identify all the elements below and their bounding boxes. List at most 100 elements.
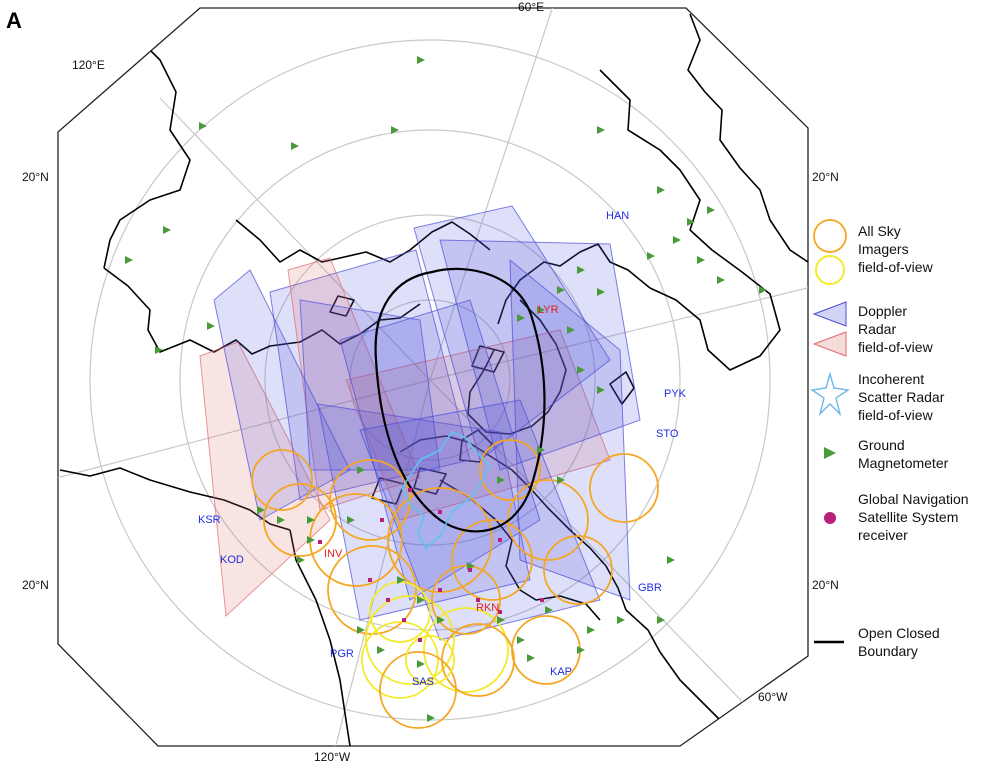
radar-fov-3	[199, 341, 331, 618]
boundary-legend-icon	[814, 640, 844, 644]
asi-fov-10	[451, 519, 533, 601]
gnss-layer	[318, 488, 544, 642]
map-frame	[57, 7, 809, 747]
magnetometer-marker-33	[297, 556, 305, 564]
gnss-marker-14	[498, 610, 502, 614]
legend-item-asi: All Sky Imagers field-of-view	[810, 214, 982, 286]
gnss-marker-7	[476, 598, 480, 602]
magnetometer-marker-45	[577, 646, 585, 654]
magnetometer-marker-29	[357, 466, 365, 474]
magnetometer-marker-12	[707, 206, 715, 214]
magnetometer-marker-11	[687, 218, 695, 226]
open-closed-boundary	[374, 267, 546, 533]
site-ksr: KSR	[198, 514, 221, 526]
radar-fov-12	[299, 299, 441, 471]
coord-upper-left: 120°E	[72, 58, 105, 72]
coord-left-upper: 20°N	[22, 170, 49, 184]
legend-item-boundary: Open Closed Boundary	[810, 624, 982, 668]
gnss-marker-1	[368, 578, 372, 582]
magnetometer-marker-50	[427, 714, 435, 722]
panel-label: A	[6, 8, 22, 33]
magnetometer-marker-49	[657, 616, 665, 624]
asi-fov-13	[589, 453, 659, 523]
legend-item-gnss: Global Navigation Satellite System recei…	[810, 490, 982, 550]
magnetometer-marker-40	[377, 646, 385, 654]
coord-left-lower: 20°N	[22, 578, 49, 592]
magnetometer-marker-6	[125, 256, 133, 264]
isr-legend-icon	[810, 371, 850, 417]
gnss-marker-10	[380, 518, 384, 522]
legend-asi-label: All Sky Imagers field-of-view	[858, 223, 933, 275]
magnetometer-marker-22	[517, 314, 525, 322]
coord-lower-right: 60°W	[758, 690, 788, 704]
coord-right-upper: 20°N	[812, 170, 839, 184]
gnss-marker-6	[468, 568, 472, 572]
magnetometer-marker-26	[537, 446, 545, 454]
gnss-marker-9	[540, 598, 544, 602]
magnetometer-marker-17	[759, 286, 767, 294]
magnetometer-marker-35	[257, 506, 265, 514]
site-gbr: GBR	[638, 582, 662, 594]
magnetometer-marker-30	[347, 516, 355, 524]
asi-fov-6	[361, 621, 439, 699]
magnetometer-marker-15	[697, 256, 705, 264]
gnss-legend-icon	[824, 512, 836, 524]
legend-item-doppler: Doppler Radar field-of-view	[810, 298, 982, 358]
magnetometer-marker-24	[577, 366, 585, 374]
site-sto: STO	[656, 428, 679, 440]
magnetometer-marker-38	[437, 616, 445, 624]
radar-fov-1	[269, 249, 471, 501]
coord-right-lower: 20°N	[812, 578, 839, 592]
magnetometer-marker-9	[597, 126, 605, 134]
site-sas: SAS	[412, 676, 435, 688]
magnetometer-marker-18	[577, 266, 585, 274]
site-kod: KOD	[220, 554, 244, 566]
asi-fov-18	[479, 439, 541, 501]
site-rkn: RKN	[476, 602, 500, 614]
site-inv: INV	[324, 548, 343, 560]
magnetometer-marker-46	[587, 626, 595, 634]
magnetometer-marker-1	[417, 56, 425, 64]
magnetometer-marker-2	[199, 122, 207, 130]
legend-isr-label: Incoherent Scatter Radar field-of-view	[858, 371, 945, 423]
doppler-legend-icon	[812, 301, 847, 357]
asi-fov-12	[543, 535, 613, 605]
magnetometer-marker-39	[357, 626, 365, 634]
magnetometer-marker-41	[417, 660, 425, 668]
magnetometer-marker-51	[545, 606, 553, 614]
site-lyr: LYR	[538, 304, 559, 316]
magnetometer-marker-3	[291, 142, 299, 150]
site-pyk: PYK	[664, 388, 687, 400]
magnetometer-legend-icon	[824, 447, 836, 459]
gnss-marker-4	[418, 638, 422, 642]
magnetometer-marker-32	[307, 536, 315, 544]
isr-fov-trace	[401, 431, 491, 550]
site-pgr: PGR	[330, 648, 354, 660]
magnetometer-marker-23	[567, 326, 575, 334]
site-han: HAN	[606, 210, 630, 222]
gnss-marker-12	[438, 510, 442, 514]
gnss-marker-11	[318, 540, 322, 544]
legend-gnss-label: Global Navigation Satellite System recei…	[858, 491, 969, 543]
magnetometer-marker-19	[557, 286, 565, 294]
magnetometer-marker-4	[391, 126, 399, 134]
magnetometer-marker-5	[163, 226, 171, 234]
asi-legend-icon	[813, 219, 847, 285]
magnetometer-marker-48	[667, 556, 675, 564]
magnetometer-marker-44	[527, 654, 535, 662]
magnetometer-marker-28	[497, 476, 505, 484]
magnetometer-marker-21	[537, 306, 545, 314]
magnetometer-marker-36	[397, 576, 405, 584]
magnetometer-marker-37	[417, 596, 425, 604]
magnetometer-marker-43	[517, 636, 525, 644]
radar-fov-2	[287, 257, 421, 511]
magnetometer-marker-16	[717, 276, 725, 284]
gnss-marker-5	[438, 588, 442, 592]
magnetometer-marker-47	[617, 616, 625, 624]
magnetometer-marker-10	[657, 186, 665, 194]
magnetometer-marker-13	[673, 236, 681, 244]
gnss-marker-3	[402, 618, 406, 622]
site-kap: KAP	[550, 666, 573, 678]
